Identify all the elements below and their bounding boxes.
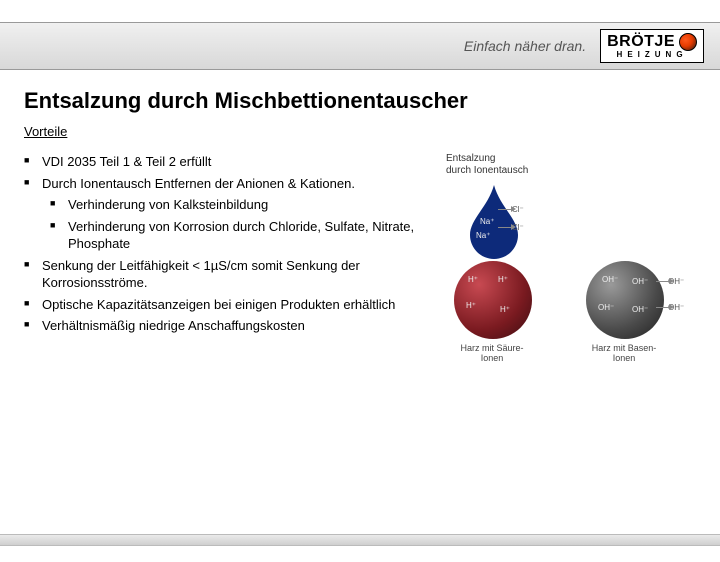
acid-resin-label: Harz mit Säure-Ionen [452,343,532,363]
ion-label: OH⁻ [632,277,648,286]
brand-circle-icon [679,33,697,51]
ion-label: OH⁻ [632,305,648,314]
section-subtitle: Vorteile [24,124,696,139]
diagram-region: Entsalzung durch Ionentausch Na⁺ Na⁺ Cl⁻… [446,153,696,363]
list-item-text: Verhältnismäßig niedrige Anschaffungskos… [42,318,305,333]
ion-label: H⁺ [466,301,476,310]
brand-subline: HEIZUNG [617,51,688,59]
arrow-icon [656,281,670,282]
ion-label: Na⁺ [480,217,494,226]
list-item: Senkung der Leitfähigkeit < 1µS/cm somit… [24,257,436,292]
content-area: Entsalzung durch Mischbettionentauscher … [0,70,720,363]
header-bar: Einfach näher dran. BRÖTJE HEIZUNG [0,22,720,70]
diagram-caption: Entsalzung durch Ionentausch [446,153,696,177]
brand-name: BRÖTJE [607,34,675,50]
footer-bar [0,534,720,546]
ion-label: H⁺ [468,275,478,284]
list-item: Verhältnismäßig niedrige Anschaffungskos… [24,317,436,335]
list-item-text: Verhinderung von Korrosion durch Chlorid… [68,219,414,252]
arrow-icon [656,307,670,308]
arrow-icon [498,209,512,210]
list-item-text: Durch Ionentausch Entfernen der Anionen … [42,176,355,191]
base-resin-icon [586,261,664,339]
list-item: Optische Kapazitätsanzeigen bei einigen … [24,296,436,314]
list-item: Durch Ionentausch Entfernen der Anionen … [24,175,436,253]
ion-label: Na⁺ [476,231,490,240]
base-resin-label: Harz mit Basen-Ionen [584,343,664,363]
ion-label: H⁺ [500,305,510,314]
bullet-list-region: VDI 2035 Teil 1 & Teil 2 erfüllt Durch I… [24,153,436,339]
list-item: Verhinderung von Kalksteinbildung [50,196,436,214]
tagline: Einfach näher dran. [464,38,586,54]
ion-label: OH⁻ [598,303,614,312]
ion-label: H⁺ [498,275,508,284]
list-item-text: Senkung der Leitfähigkeit < 1µS/cm somit… [42,258,360,291]
ion-exchange-diagram: Na⁺ Na⁺ Cl⁻ Cl⁻ H⁺ H⁺ H⁺ H⁺ OH⁻ OH⁻ OH⁻ … [446,183,696,363]
page-title: Entsalzung durch Mischbettionentauscher [24,88,696,114]
brand-logo: BRÖTJE HEIZUNG [600,29,704,63]
list-item-text: Verhinderung von Kalksteinbildung [68,197,268,212]
list-item-text: VDI 2035 Teil 1 & Teil 2 erfüllt [42,154,211,169]
arrow-icon [498,227,512,228]
advantages-list: VDI 2035 Teil 1 & Teil 2 erfüllt Durch I… [24,153,436,335]
ion-label: OH⁻ [602,275,618,284]
list-item: VDI 2035 Teil 1 & Teil 2 erfüllt [24,153,436,171]
list-item: Verhinderung von Korrosion durch Chlorid… [50,218,436,253]
acid-resin-icon [454,261,532,339]
list-item-text: Optische Kapazitätsanzeigen bei einigen … [42,297,395,312]
